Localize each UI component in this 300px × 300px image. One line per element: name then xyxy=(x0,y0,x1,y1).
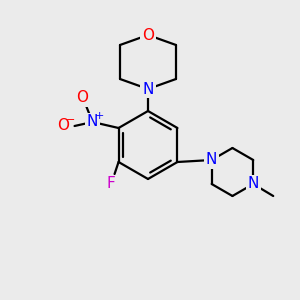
Text: O: O xyxy=(76,91,88,106)
Text: +: + xyxy=(95,111,104,121)
Text: N: N xyxy=(87,115,98,130)
Text: F: F xyxy=(106,176,115,191)
Text: N: N xyxy=(206,152,217,167)
Text: −: − xyxy=(66,115,75,125)
Text: N: N xyxy=(142,82,154,97)
Text: O: O xyxy=(58,118,70,134)
Text: O: O xyxy=(142,28,154,43)
Text: N: N xyxy=(248,176,259,191)
